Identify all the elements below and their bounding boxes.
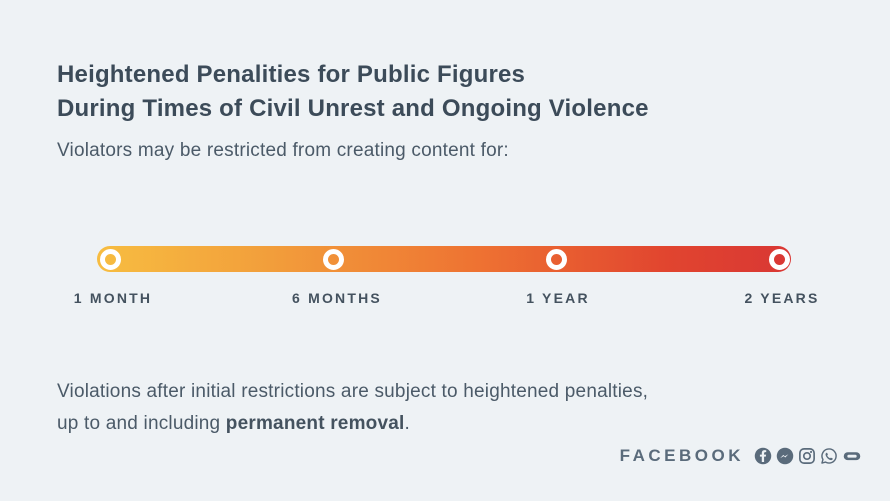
oculus-icon: [842, 447, 862, 465]
facebook-icon: [754, 447, 772, 465]
footnote-bold-phrase: permanent removal: [225, 413, 405, 434]
instagram-icon: [798, 447, 816, 465]
social-icon-row: [754, 447, 862, 465]
footnote-line2-suffix: .: [404, 413, 410, 434]
footnote-line2-prefix: up to and including: [57, 413, 226, 434]
facebook-wordmark: FACEBOOK: [619, 446, 744, 465]
messenger-icon: [776, 447, 794, 465]
footnote-line2: up to and including permanent removal.: [57, 408, 648, 440]
tick-label-2-years: 2 YEARS: [744, 290, 820, 306]
timeline-marker-1-month: [99, 248, 121, 270]
whatsapp-icon: [820, 447, 838, 465]
page-subtitle: Violators may be restricted from creatin…: [57, 140, 509, 161]
footer-brand-bar: FACEBOOK: [620, 446, 862, 466]
footnote-text: Violations after initial restrictions ar…: [57, 376, 648, 440]
severity-gradient-bar: [97, 246, 791, 272]
page-title-line2: During Times of Civil Unrest and Ongoing…: [57, 95, 649, 122]
tick-label-1-year: 1 YEAR: [526, 290, 590, 306]
timeline-marker-6-months: [322, 248, 344, 270]
tick-label-1-month: 1 MONTH: [73, 290, 153, 306]
timeline-marker-1-year: [545, 248, 567, 270]
footnote-line1: Violations after initial restrictions ar…: [57, 381, 649, 402]
page-title: Heightened Penalities for Public Figures…: [57, 58, 649, 126]
timeline-marker-2-years: [768, 248, 790, 270]
tick-label-6-months: 6 MONTHS: [292, 290, 382, 306]
page-title-line1: Heightened Penalities for Public Figures: [57, 61, 526, 88]
